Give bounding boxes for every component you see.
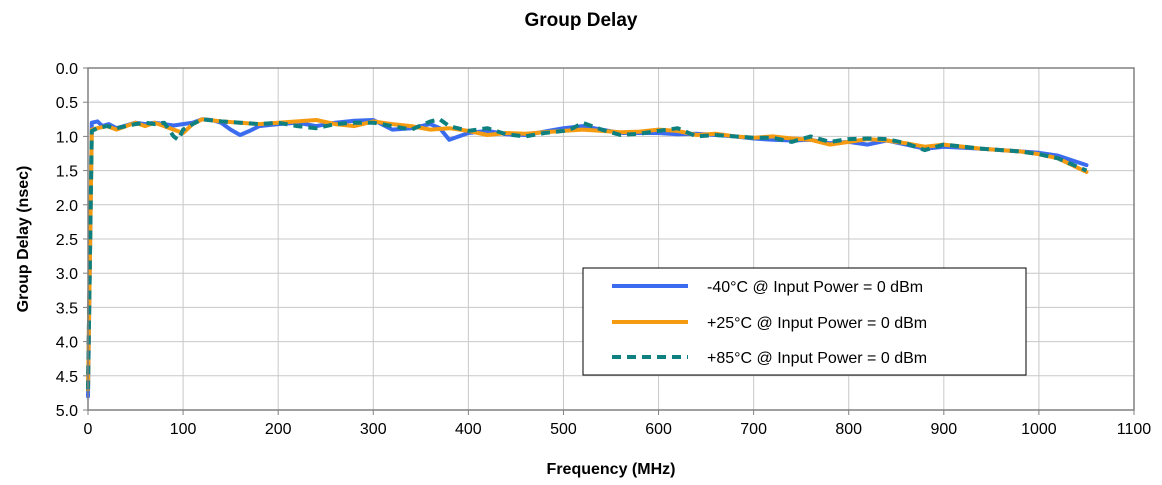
chart-title: Group Delay	[525, 10, 638, 31]
x-axis-label: Frequency (MHz)	[547, 461, 676, 478]
legend-label-2: +25°C @ Input Power = 0 dBm	[707, 315, 927, 332]
y-axis-ticks: 0.0 0.5 1.0 1.5 2.0 2.5 3.0 3.5 4.0 4.5 5.0	[56, 61, 88, 420]
x-tick-label: 800	[835, 421, 862, 438]
x-tick-label: 1100	[1117, 421, 1152, 438]
legend-label-3: +85°C @ Input Power = 0 dBm	[707, 350, 927, 367]
y-tick-label: 3.0	[56, 266, 78, 283]
series-line-3	[86, 117, 1088, 390]
x-tick-label: 100	[170, 421, 197, 438]
y-tick-label: 0.5	[56, 95, 78, 112]
y-tick-label: 4.5	[56, 369, 78, 386]
x-tick-label: 300	[360, 421, 387, 438]
y-tick-label: 0.0	[56, 61, 78, 78]
legend-label-1: -40°C @ Input Power = 0 dBm	[707, 279, 923, 296]
y-axis-label: Group Delay (nsec)	[15, 166, 32, 313]
y-tick-label: 5.0	[56, 403, 78, 420]
y-tick-label: 1.5	[56, 164, 78, 181]
x-tick-label: 600	[645, 421, 672, 438]
y-tick-label: 2.0	[56, 198, 78, 215]
y-tick-label: 2.5	[56, 232, 78, 249]
x-tick-label: 700	[740, 421, 767, 438]
legend: -40°C @ Input Power = 0 dBm +25°C @ Input…	[582, 267, 1027, 376]
x-tick-label: 900	[930, 421, 957, 438]
x-axis-ticks: 0 100 200 300 400 500 600 700 800 900 1000 1100	[84, 410, 1152, 438]
y-tick-label: 3.5	[56, 300, 78, 317]
x-tick-label: 400	[455, 421, 482, 438]
x-tick-label: 1000	[1021, 421, 1057, 438]
x-tick-label: 500	[550, 421, 577, 438]
y-tick-label: 1.0	[56, 129, 78, 146]
series-lines	[86, 117, 1089, 399]
x-tick-label: 200	[265, 421, 292, 438]
y-tick-label: 4.0	[56, 335, 78, 352]
series-line-2	[86, 117, 1089, 392]
x-tick-label: 0	[84, 421, 93, 438]
